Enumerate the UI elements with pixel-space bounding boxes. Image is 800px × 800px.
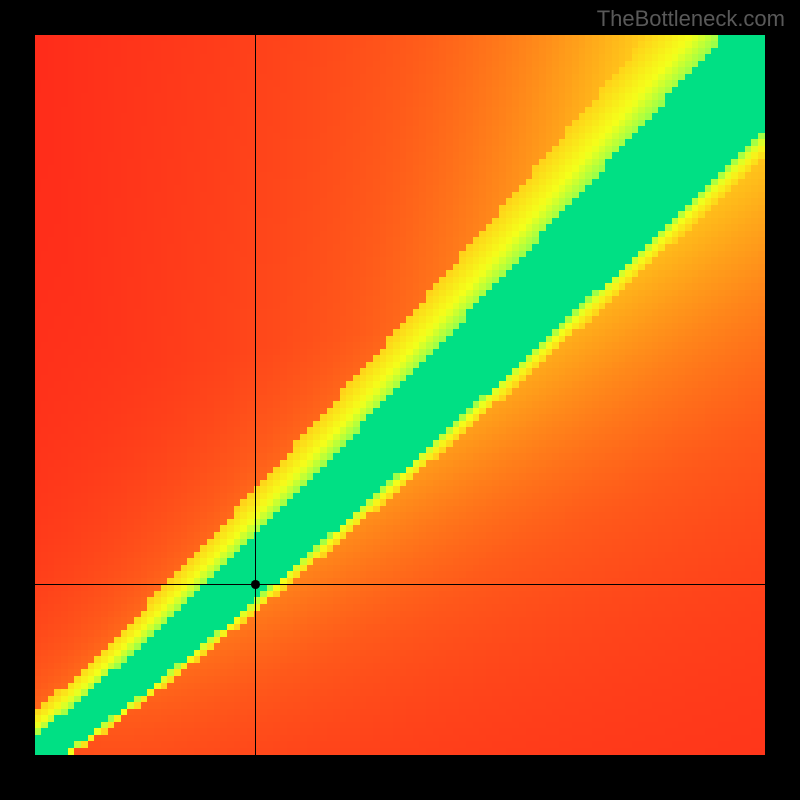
bottleneck-heatmap: [35, 35, 765, 755]
watermark-text: TheBottleneck.com: [597, 6, 785, 32]
chart-container: TheBottleneck.com: [0, 0, 800, 800]
